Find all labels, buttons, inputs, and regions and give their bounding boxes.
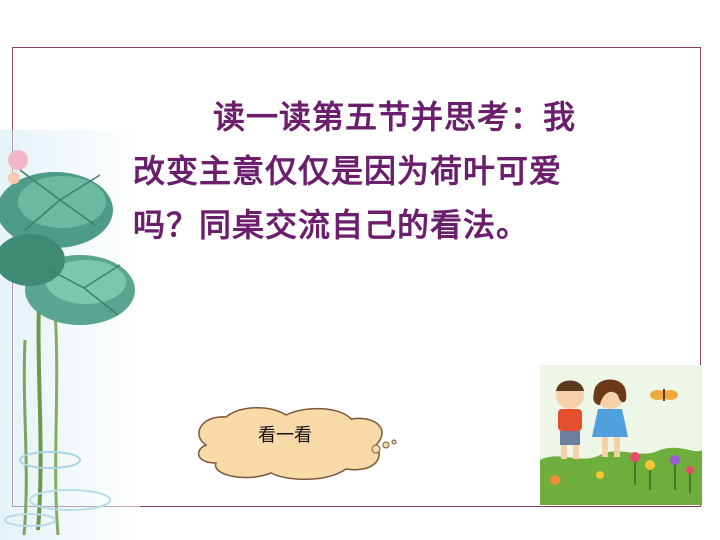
look-cloud-button[interactable] (186, 405, 406, 485)
lotus-leaves-illustration (0, 130, 140, 540)
prompt-line-2: 改变主意仅仅是因为荷叶可爱 (133, 152, 563, 190)
look-button-label[interactable]: 看一看 (258, 425, 312, 446)
prompt-line-1: 读一读第五节并思考：我 (213, 98, 577, 136)
reading-prompt: 读一读第五节并思考：我 改变主意仅仅是因为荷叶可爱 吗？同桌交流自己的看法。 (133, 90, 673, 252)
children-and-flowers-illustration (540, 365, 702, 505)
prompt-line-3: 吗？同桌交流自己的看法。 (133, 206, 530, 244)
